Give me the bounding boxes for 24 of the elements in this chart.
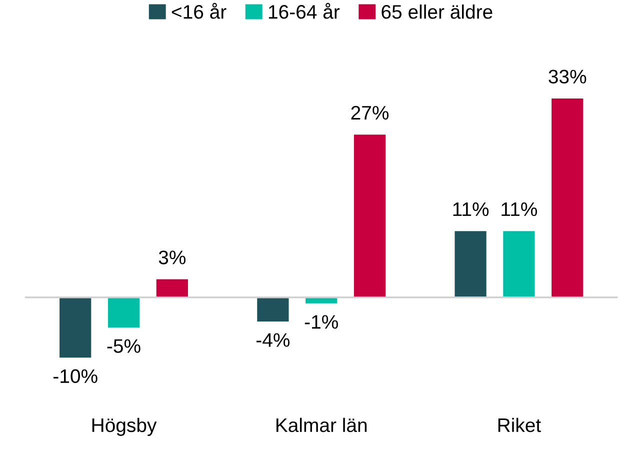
bar (306, 297, 338, 304)
data-label: -1% (304, 315, 338, 329)
data-label: -5% (107, 339, 140, 353)
bar (108, 297, 140, 328)
x-tick-label: Kalmar län (276, 418, 367, 432)
data-label: -4% (256, 333, 290, 347)
bar (454, 231, 486, 298)
bar (354, 134, 386, 298)
legend-label: 65 eller äldre (382, 4, 492, 19)
bar (257, 297, 289, 322)
x-tick-label: Riket (498, 418, 541, 432)
legend-label: 16-64 år (268, 2, 340, 19)
data-label: 11% (502, 202, 538, 216)
x-tick-label: Högsby (92, 418, 157, 436)
data-label: -10% (54, 369, 98, 384)
data-label: 33% (548, 70, 586, 84)
bar (552, 98, 584, 298)
data-label: 11% (453, 202, 489, 216)
data-label: 27% (351, 106, 389, 120)
bar (60, 297, 92, 358)
data-label: 3% (158, 250, 186, 264)
legend-label: <16 år (172, 2, 226, 19)
bar (156, 279, 188, 298)
bar (503, 231, 535, 298)
